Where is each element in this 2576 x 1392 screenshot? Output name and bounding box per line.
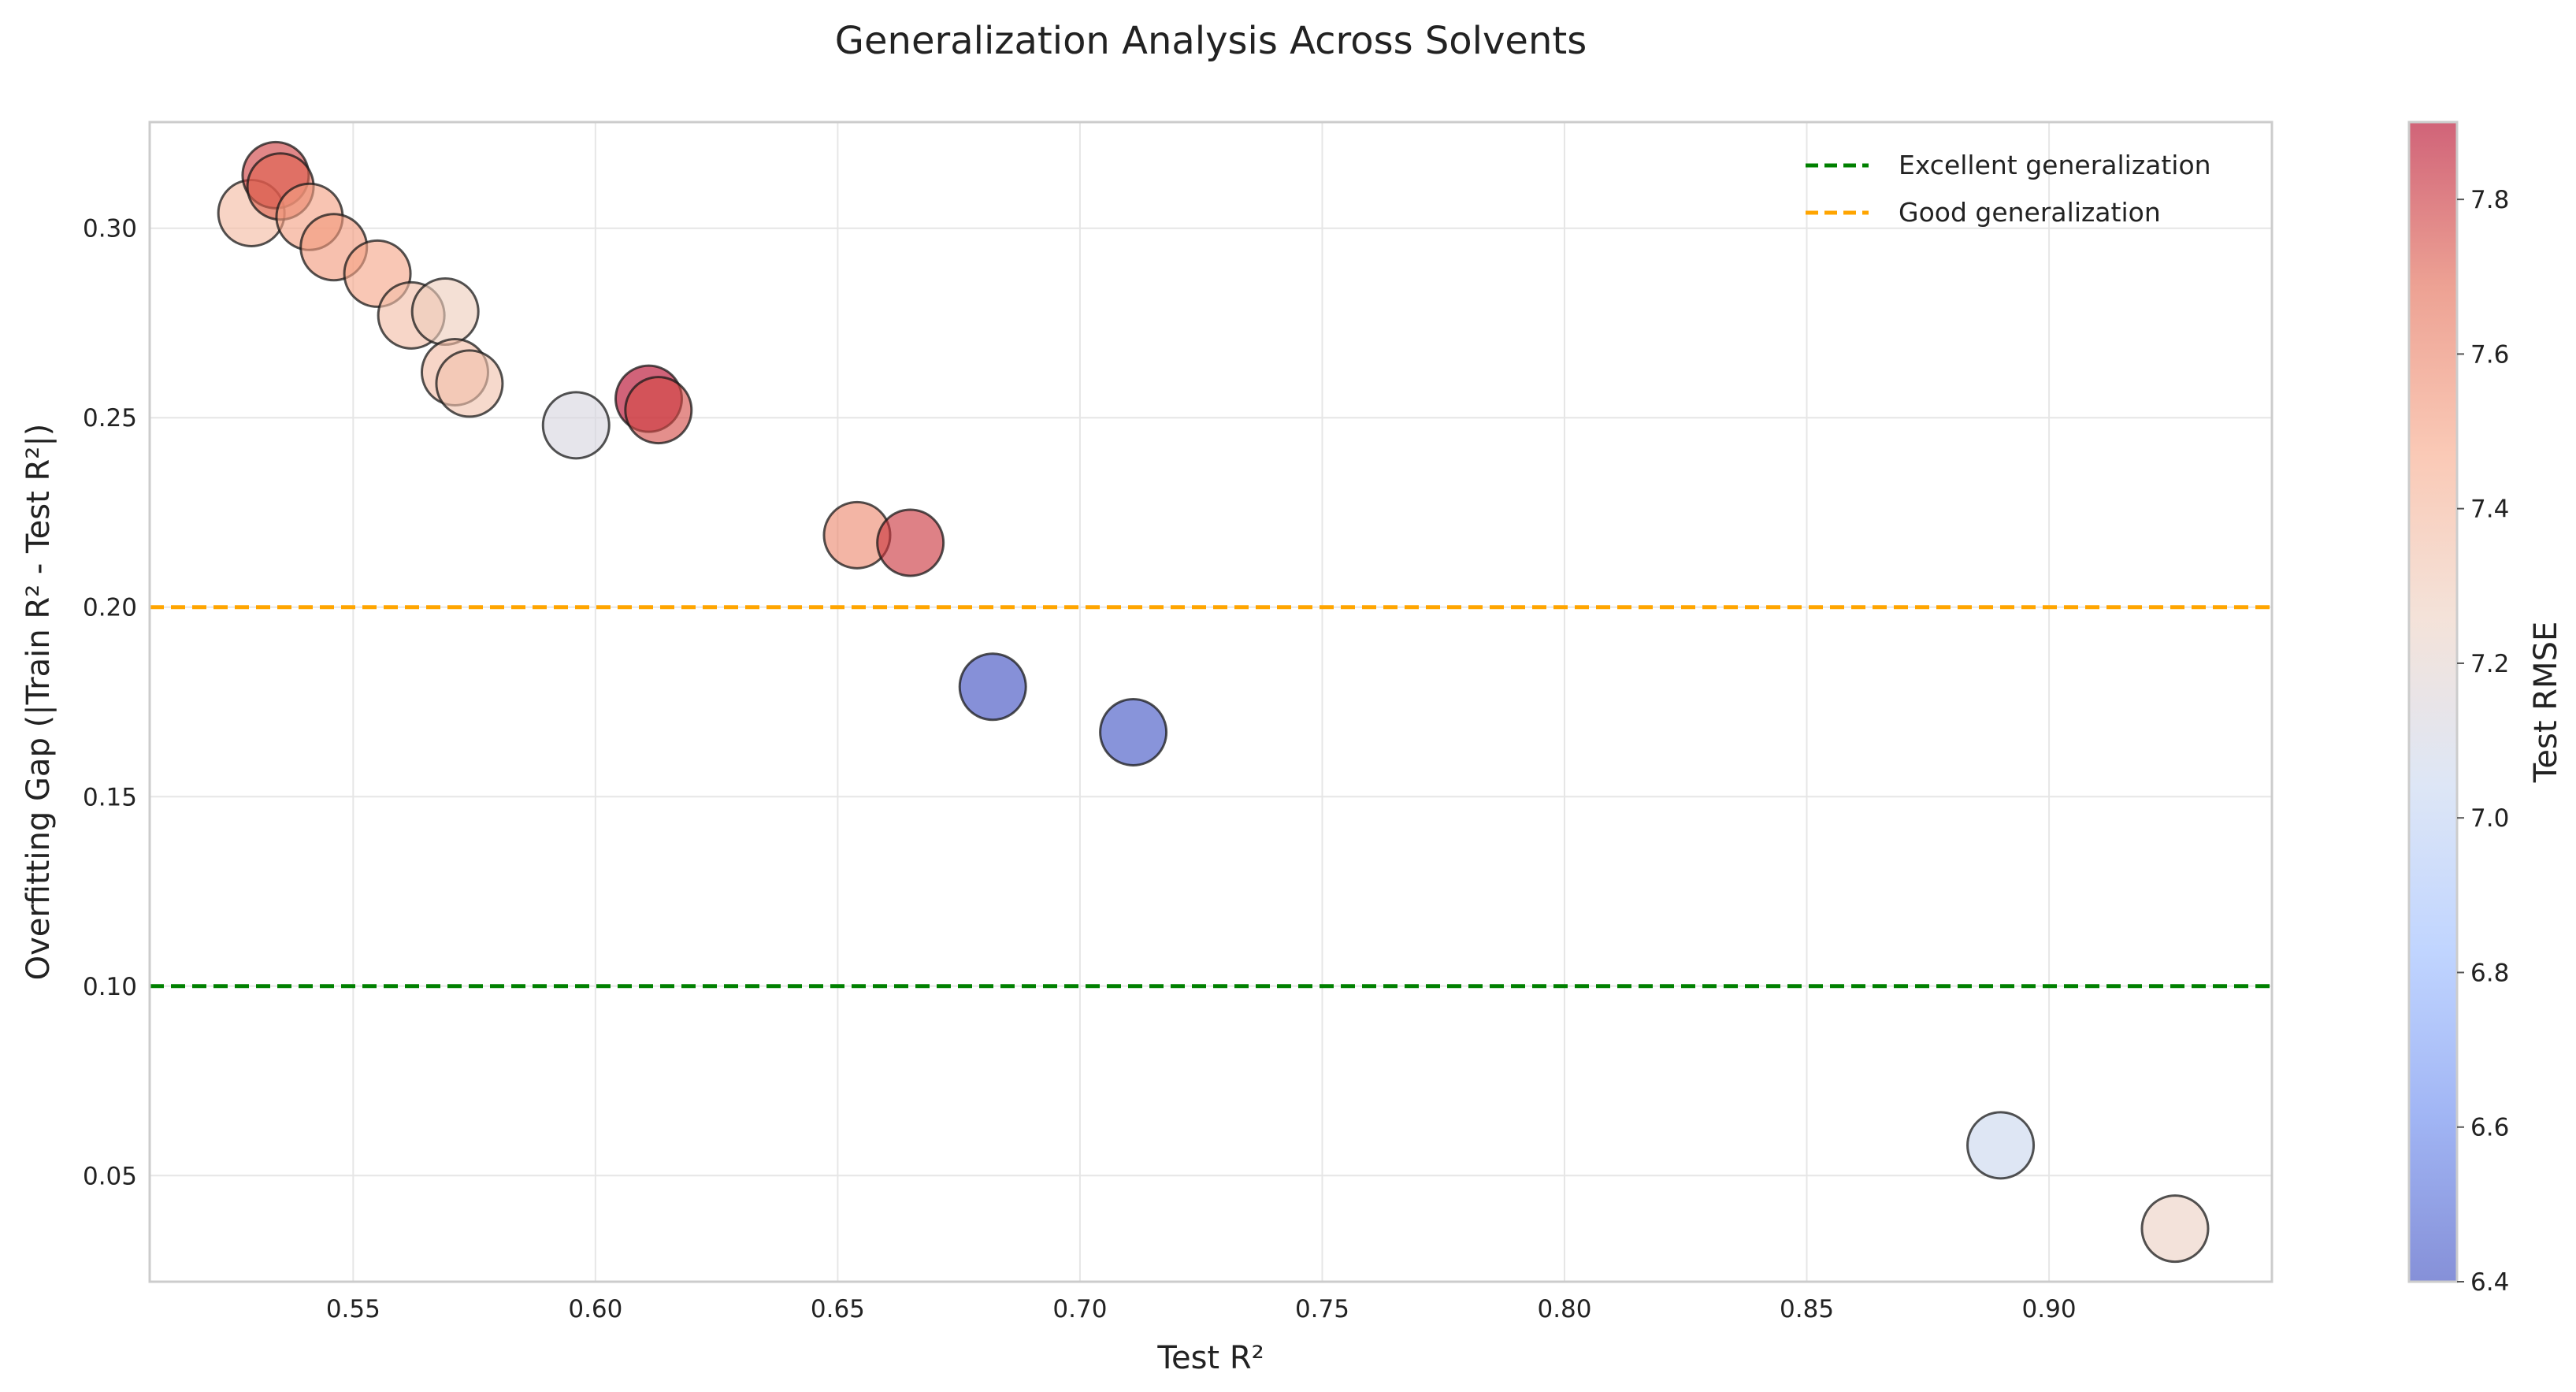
colorbar-tick-label: 6.6: [2470, 1114, 2509, 1142]
data-point: [1099, 697, 1168, 767]
x-tick-label: 0.65: [811, 1295, 865, 1323]
x-tick-label: 0.75: [1295, 1295, 1349, 1323]
colorbar: 6.4 6.6 6.8 7.0 7.2 7.4 7.6 7.8 Test RMSE: [2407, 121, 2564, 1297]
data-point: [624, 376, 693, 445]
x-tick-label: 0.80: [1537, 1295, 1591, 1323]
plot-frame: [148, 121, 2273, 1283]
y-tick-label: 0.20: [83, 594, 137, 622]
chart-title: Generalization Analysis Across Solvents: [835, 19, 1587, 63]
y-tick-label: 0.25: [83, 404, 137, 432]
y-axis-ticks: 0.05 0.10 0.15 0.20 0.25 0.30: [83, 215, 137, 1191]
x-axis-label: Test R²: [1156, 1340, 1264, 1376]
colorbar-ticks: 6.4 6.6 6.8 7.0 7.2 7.4 7.6 7.8: [2457, 186, 2509, 1297]
data-points: [217, 140, 2210, 1264]
x-tick-label: 0.60: [568, 1295, 622, 1323]
x-tick-label: 0.55: [326, 1295, 380, 1323]
colorbar-tick-label: 7.8: [2470, 186, 2509, 214]
data-point: [435, 349, 504, 418]
plot-area: [150, 122, 2272, 1282]
colorbar-tick-label: 7.2: [2470, 650, 2509, 678]
data-point: [1966, 1111, 2036, 1180]
legend-label: Excellent generalization: [1899, 150, 2211, 180]
data-point: [541, 391, 611, 460]
x-tick-label: 0.70: [1052, 1295, 1107, 1323]
colorbar-tick-label: 6.4: [2470, 1268, 2509, 1297]
x-gridlines: [352, 122, 2051, 1282]
y-tick-label: 0.10: [83, 973, 137, 1001]
x-tick-label: 0.90: [2022, 1295, 2077, 1323]
data-point: [876, 508, 945, 577]
x-tick-label: 0.85: [1780, 1295, 1834, 1323]
y-tick-label: 0.05: [83, 1162, 137, 1190]
colorbar-frame: [2407, 121, 2459, 1283]
legend: Excellent generalization Good generalizat…: [1806, 150, 2211, 228]
x-axis-ticks: 0.55 0.60 0.65 0.70 0.75 0.80 0.85 0.90: [326, 1295, 2077, 1323]
colorbar-label: Test RMSE: [2528, 622, 2564, 783]
y-tick-label: 0.30: [83, 215, 137, 243]
legend-label: Good generalization: [1899, 197, 2161, 228]
y-tick-label: 0.15: [83, 783, 137, 811]
reference-lines: [150, 605, 2272, 989]
colorbar-gradient: [2409, 122, 2457, 1282]
data-point: [410, 277, 480, 347]
colorbar-tick-label: 7.6: [2470, 340, 2509, 369]
colorbar-tick-label: 7.4: [2470, 496, 2509, 524]
colorbar-tick-label: 7.0: [2470, 804, 2509, 833]
y-axis-label: Overfitting Gap (|Train R² - Test R²|): [20, 424, 57, 981]
data-point: [2140, 1194, 2210, 1264]
colorbar-tick-label: 6.8: [2470, 959, 2509, 987]
data-point: [958, 652, 1027, 722]
